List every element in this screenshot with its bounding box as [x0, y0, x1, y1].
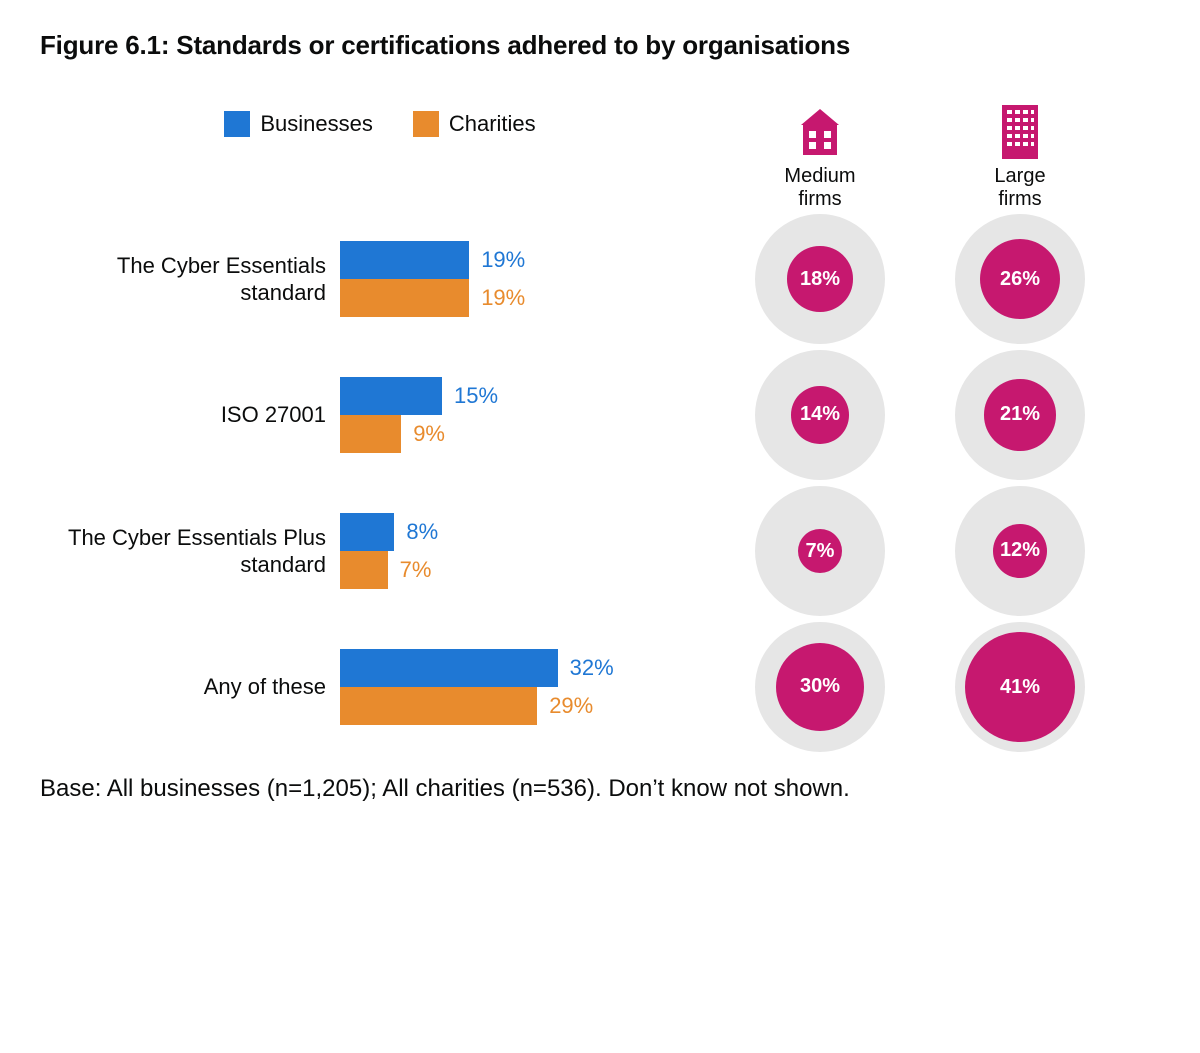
bar-businesses	[340, 377, 442, 415]
legend-swatch-businesses	[224, 111, 250, 137]
bubble-large: 12%	[920, 513, 1120, 589]
chart-grid: Businesses Charities Medium firms	[40, 101, 1160, 725]
bubble-inner: 26%	[980, 239, 1061, 320]
figure-title: Figure 6.1: Standards or certifications …	[40, 30, 1160, 61]
column-header-large: Large firms	[920, 101, 1120, 211]
bars-cell: 8%7%	[340, 513, 720, 589]
bubble-inner: 41%	[965, 632, 1075, 742]
legend-label-businesses: Businesses	[260, 111, 373, 137]
bars-cell: 19%19%	[340, 241, 720, 317]
legend: Businesses Charities	[40, 101, 720, 147]
bubble-inner: 21%	[984, 379, 1055, 450]
bubble-medium: 18%	[720, 241, 920, 317]
large-building-icon	[998, 101, 1042, 159]
bubble-medium: 7%	[720, 513, 920, 589]
bar-businesses	[340, 241, 469, 279]
bar-value-label: 29%	[549, 693, 593, 719]
bubble-large: 26%	[920, 241, 1120, 317]
bar-charities	[340, 415, 401, 453]
row-label: ISO 27001	[40, 377, 340, 453]
bar-value-label: 19%	[481, 247, 525, 273]
column-header-large-label: Large firms	[994, 165, 1045, 211]
bars-cell: 32%29%	[340, 649, 720, 725]
bar-value-label: 32%	[570, 655, 614, 681]
bubble-inner: 14%	[791, 386, 849, 444]
bubble-inner: 30%	[776, 643, 865, 732]
row-label: The Cyber Essentials Plus standard	[40, 513, 340, 589]
bubble-large: 21%	[920, 377, 1120, 453]
bubble-inner: 7%	[798, 529, 842, 573]
bar-value-label: 9%	[413, 421, 445, 447]
bar-value-label: 15%	[454, 383, 498, 409]
legend-swatch-charities	[413, 111, 439, 137]
bar-businesses	[340, 513, 394, 551]
bar-businesses	[340, 649, 558, 687]
bar-charities	[340, 551, 388, 589]
bar-value-label: 7%	[400, 557, 432, 583]
bubble-inner: 18%	[787, 246, 852, 311]
bars-cell: 15% 9%	[340, 377, 720, 453]
row-label: The Cyber Essentials standard	[40, 241, 340, 317]
bar-value-label: 19%	[481, 285, 525, 311]
bar-value-label: 8%	[406, 519, 438, 545]
bar-charities	[340, 687, 537, 725]
bar-charities	[340, 279, 469, 317]
bubble-medium: 14%	[720, 377, 920, 453]
footnote: Base: All businesses (n=1,205); All char…	[40, 775, 1160, 803]
legend-item-businesses: Businesses	[224, 111, 373, 137]
medium-building-icon	[793, 101, 847, 159]
bubble-medium: 30%	[720, 649, 920, 725]
bubble-large: 41%	[920, 649, 1120, 725]
column-header-medium: Medium firms	[720, 101, 920, 211]
legend-item-charities: Charities	[413, 111, 536, 137]
row-label: Any of these	[40, 649, 340, 725]
legend-label-charities: Charities	[449, 111, 536, 137]
bubble-inner: 12%	[993, 524, 1047, 578]
column-header-medium-label: Medium firms	[784, 165, 855, 211]
